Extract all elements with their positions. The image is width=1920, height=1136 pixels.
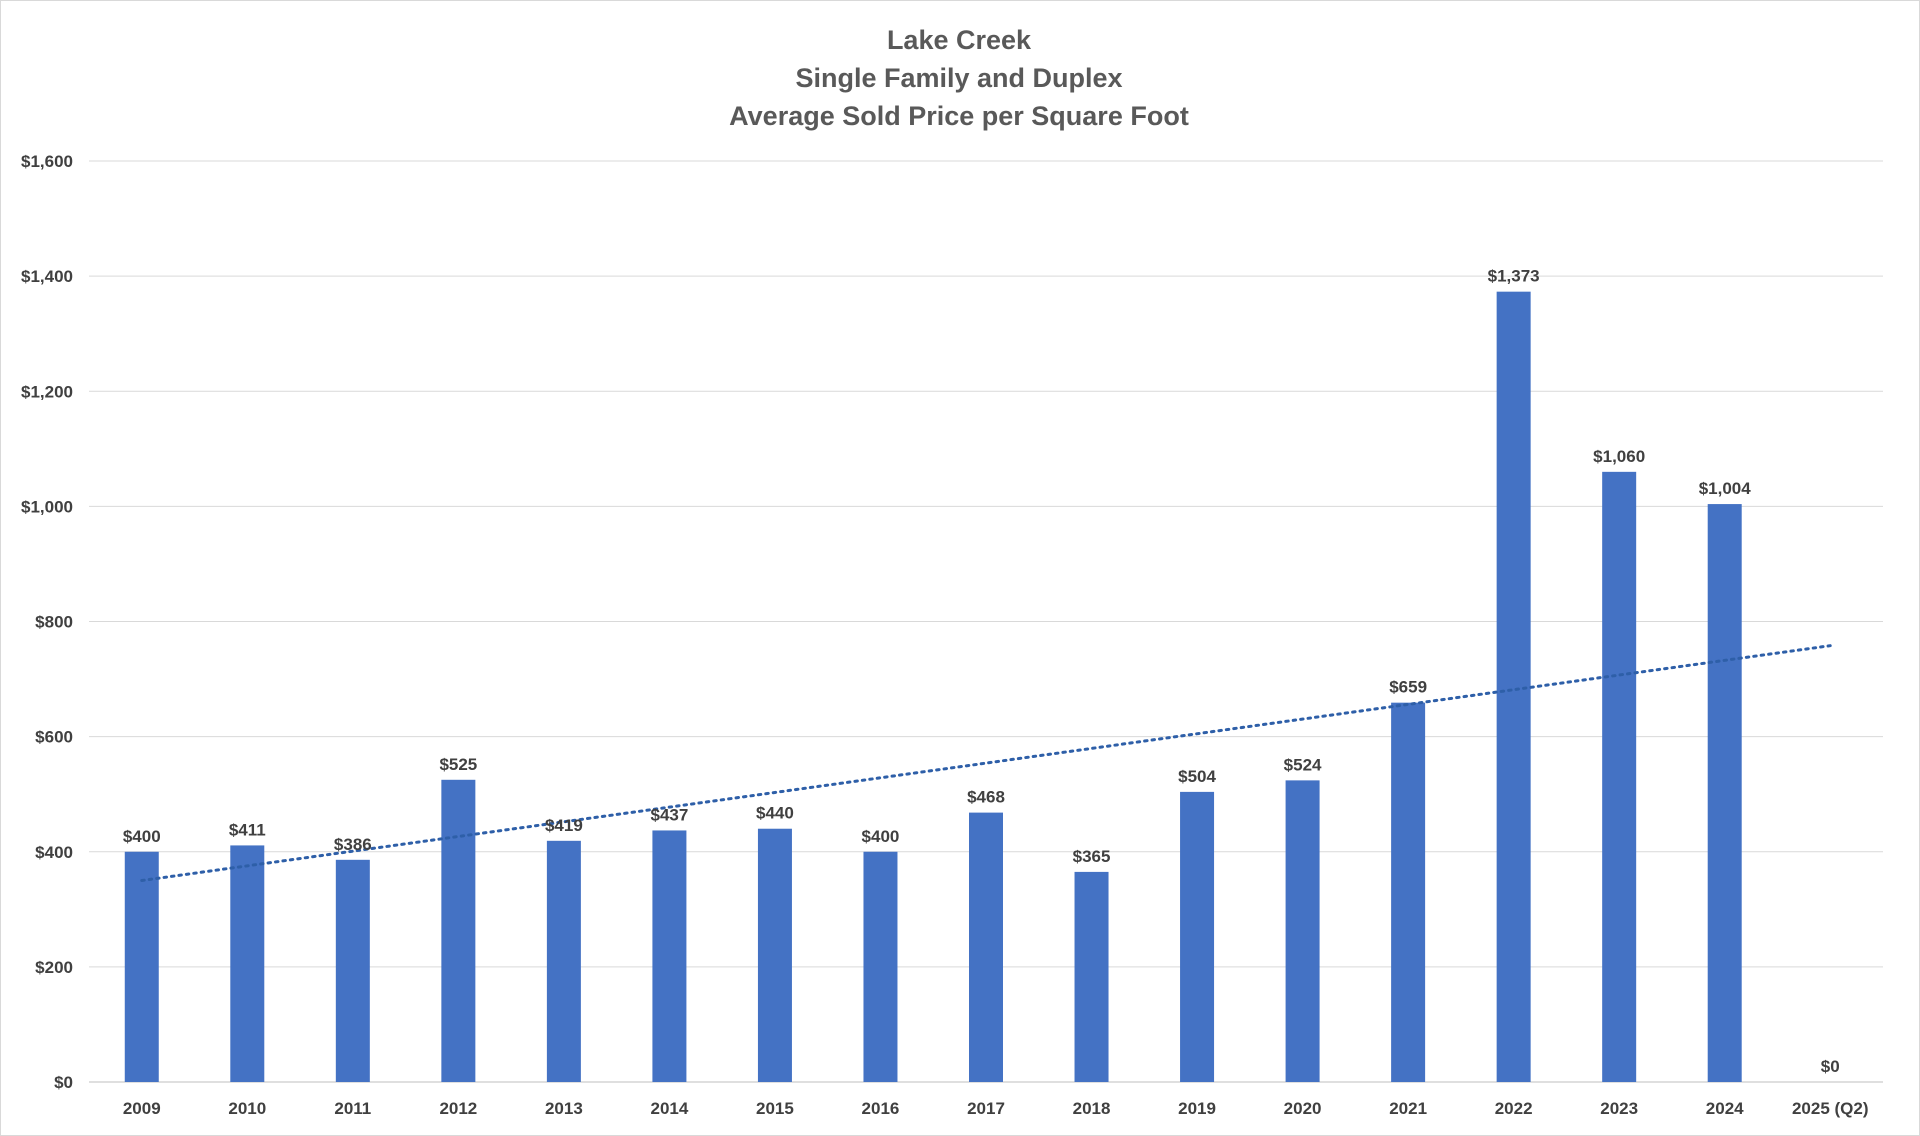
data-label: $1,060 [1593,447,1645,466]
chart-title-line-3: Average Sold Price per Square Foot [729,101,1189,131]
x-tick-label: 2009 [123,1099,161,1118]
chart-title-line-2: Single Family and Duplex [795,63,1122,93]
chart-container: Lake Creek Single Family and Duplex Aver… [0,0,1920,1136]
data-label: $386 [334,835,372,854]
data-label: $524 [1284,755,1322,774]
y-tick-label: $400 [35,843,73,862]
y-tick-label: $800 [35,613,73,632]
data-label: $0 [1821,1057,1840,1076]
data-label: $1,004 [1699,479,1752,498]
x-tick-label: 2021 [1389,1099,1427,1118]
bar [230,845,264,1082]
bar [758,829,792,1082]
bar [1391,703,1425,1082]
x-axis-tick-labels: 2009 2010 2011 2012 2013 2014 2015 2016 2017 2018… [123,1099,1869,1118]
x-tick-label: 2024 [1706,1099,1744,1118]
data-label: $1,373 [1488,267,1540,286]
x-tick-label: 2022 [1495,1099,1533,1118]
y-tick-label: $1,400 [21,267,73,286]
bar [125,852,159,1082]
y-tick-label: $200 [35,958,73,977]
data-label: $411 [229,820,266,839]
data-label: $437 [650,805,688,824]
data-label: $525 [439,755,477,774]
data-label: $419 [545,816,583,835]
bar [441,780,475,1082]
bar [336,860,370,1082]
data-label: $440 [756,804,794,823]
x-tick-label: 2018 [1073,1099,1111,1118]
data-label: $468 [967,788,1005,807]
bar [1602,472,1636,1082]
x-tick-label: 2020 [1284,1099,1322,1118]
y-tick-label: $600 [35,728,73,747]
bar [547,841,581,1082]
x-tick-label: 2023 [1600,1099,1638,1118]
bars [125,292,1742,1082]
x-tick-label: 2019 [1178,1099,1216,1118]
bar [1075,872,1109,1082]
y-tick-label: $1,000 [21,497,73,516]
data-label: $400 [123,827,161,846]
chart-title-line-1: Lake Creek [887,25,1032,55]
y-tick-label: $0 [54,1073,73,1092]
x-tick-label: 2025 (Q2) [1792,1099,1869,1118]
data-label: $504 [1178,767,1216,786]
bar [652,830,686,1082]
x-tick-label: 2011 [334,1099,371,1118]
chart-canvas: Lake Creek Single Family and Duplex Aver… [1,1,1919,1135]
y-tick-label: $1,600 [21,152,73,171]
data-label: $400 [862,827,900,846]
y-tick-label: $1,200 [21,382,73,401]
x-tick-label: 2010 [228,1099,266,1118]
x-tick-label: 2012 [439,1099,477,1118]
x-tick-label: 2013 [545,1099,583,1118]
bar [969,813,1003,1082]
x-tick-label: 2015 [756,1099,794,1118]
y-axis-tick-labels: $0 $200 $400 $600 $800 $1,000 $1,200 $1,400 $1,6… [21,152,73,1092]
chart-title: Lake Creek Single Family and Duplex Aver… [729,25,1189,131]
bar [1286,780,1320,1082]
x-tick-label: 2017 [967,1099,1005,1118]
data-label: $659 [1389,678,1427,697]
bar [1708,504,1742,1082]
x-tick-label: 2016 [862,1099,900,1118]
bar [863,852,897,1082]
data-label: $365 [1073,847,1111,866]
bar [1180,792,1214,1082]
x-tick-label: 2014 [650,1099,688,1118]
